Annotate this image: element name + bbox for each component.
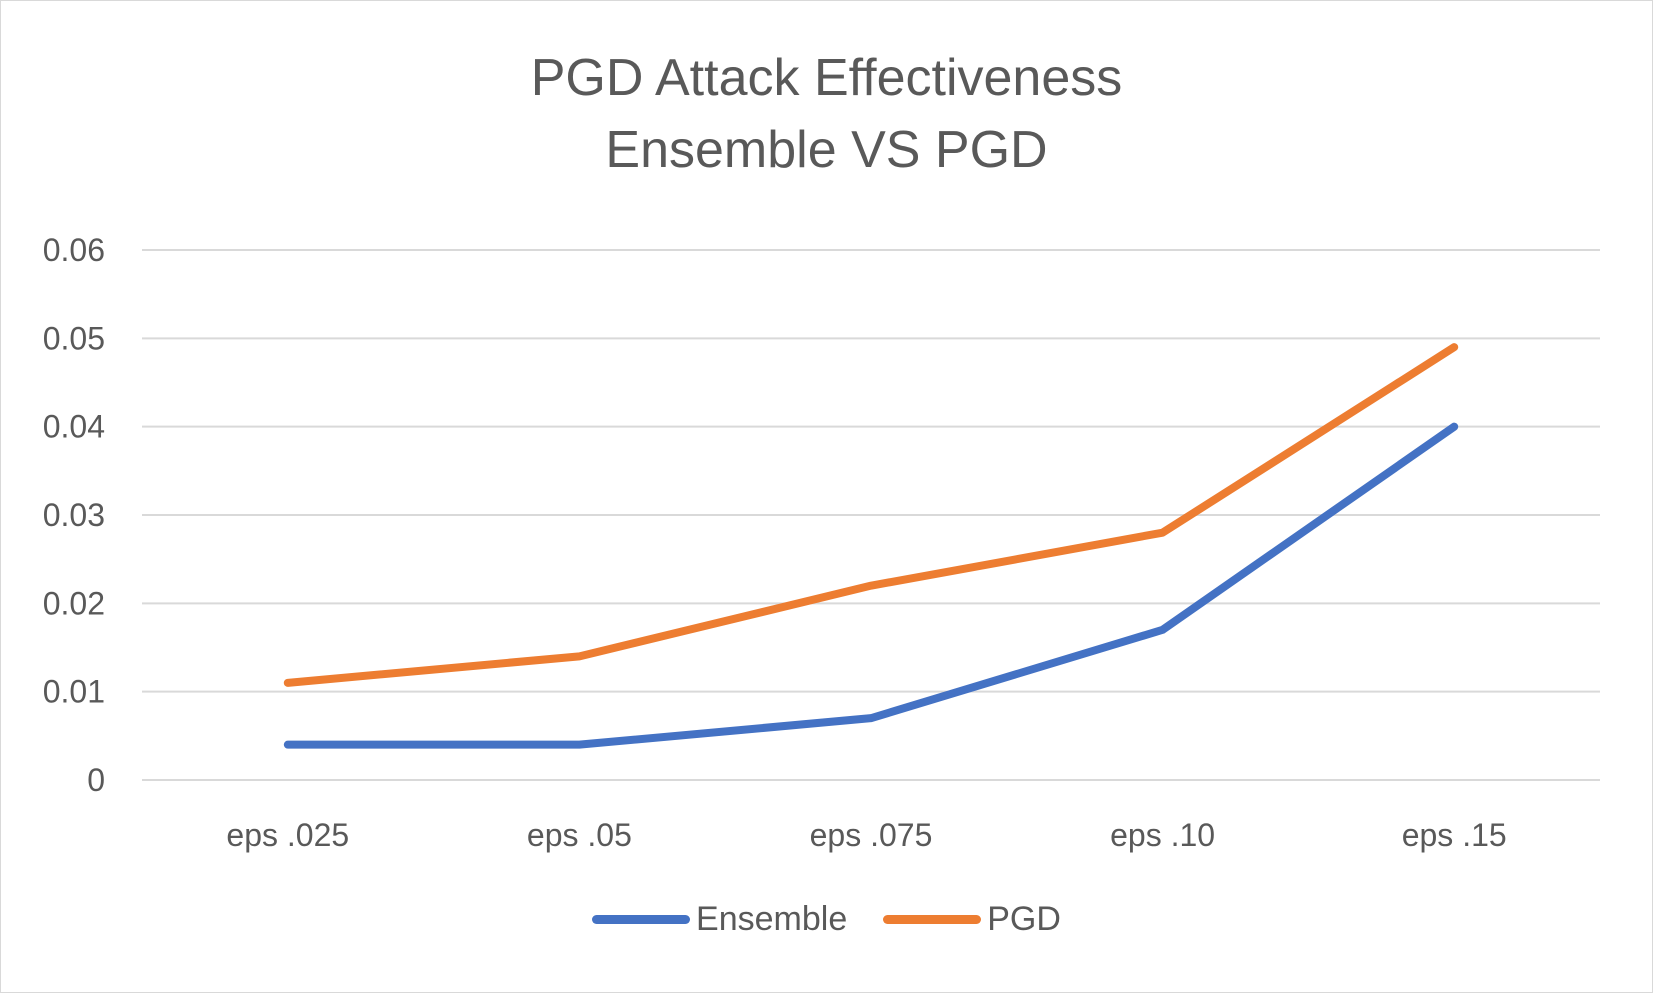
legend-label-ensemble: Ensemble [696,900,848,938]
y-tick-label: 0.05 [43,320,105,356]
data-point-pgd[interactable] [1161,531,1164,534]
legend: Ensemble PGD [0,900,1653,939]
x-tick-label: eps .10 [1110,817,1215,853]
data-point-pgd[interactable] [870,584,872,587]
x-tick-label: eps .15 [1402,817,1507,853]
y-tick-label: 0.02 [43,585,105,621]
data-point-ensemble[interactable] [286,743,289,746]
y-tick-label: 0.01 [43,674,105,710]
chart-title-line-2: Ensemble VS PGD [605,121,1048,179]
legend-item-pgd[interactable]: PGD [883,900,1061,939]
x-tick-label: eps .025 [226,817,349,853]
y-tick-label: 0.03 [43,497,105,533]
y-tick-label: 0.04 [43,409,105,445]
legend-item-ensemble[interactable]: Ensemble [592,900,847,939]
series-lines [283,343,1459,749]
data-point-pgd[interactable] [1453,346,1456,349]
y-tick-label: 0 [87,762,105,798]
x-axis-tick-labels: eps .025 eps .05 eps .075 eps .10 eps .15 [226,817,1506,853]
chart-title: PGD Attack Effectiveness Ensemble VS PGD [0,42,1653,186]
legend-label-pgd: PGD [987,900,1061,938]
x-tick-label: eps .075 [810,817,933,853]
legend-swatch-pgd [883,915,982,924]
y-tick-label: 0.06 [43,232,105,268]
chart-title-line-1: PGD Attack Effectiveness [530,49,1123,107]
data-point-ensemble[interactable] [1161,628,1164,631]
data-point-ensemble[interactable] [870,717,872,720]
data-point-pgd[interactable] [578,655,581,658]
data-point-pgd[interactable] [286,681,289,684]
data-point-ensemble[interactable] [578,743,581,746]
legend-swatch-ensemble [592,915,691,924]
gridlines [142,249,1600,781]
data-point-ensemble[interactable] [1453,425,1456,428]
y-axis-tick-labels: 0 0.01 0.02 0.03 0.04 0.05 0.06 [43,232,105,798]
x-tick-label: eps .05 [527,817,632,853]
